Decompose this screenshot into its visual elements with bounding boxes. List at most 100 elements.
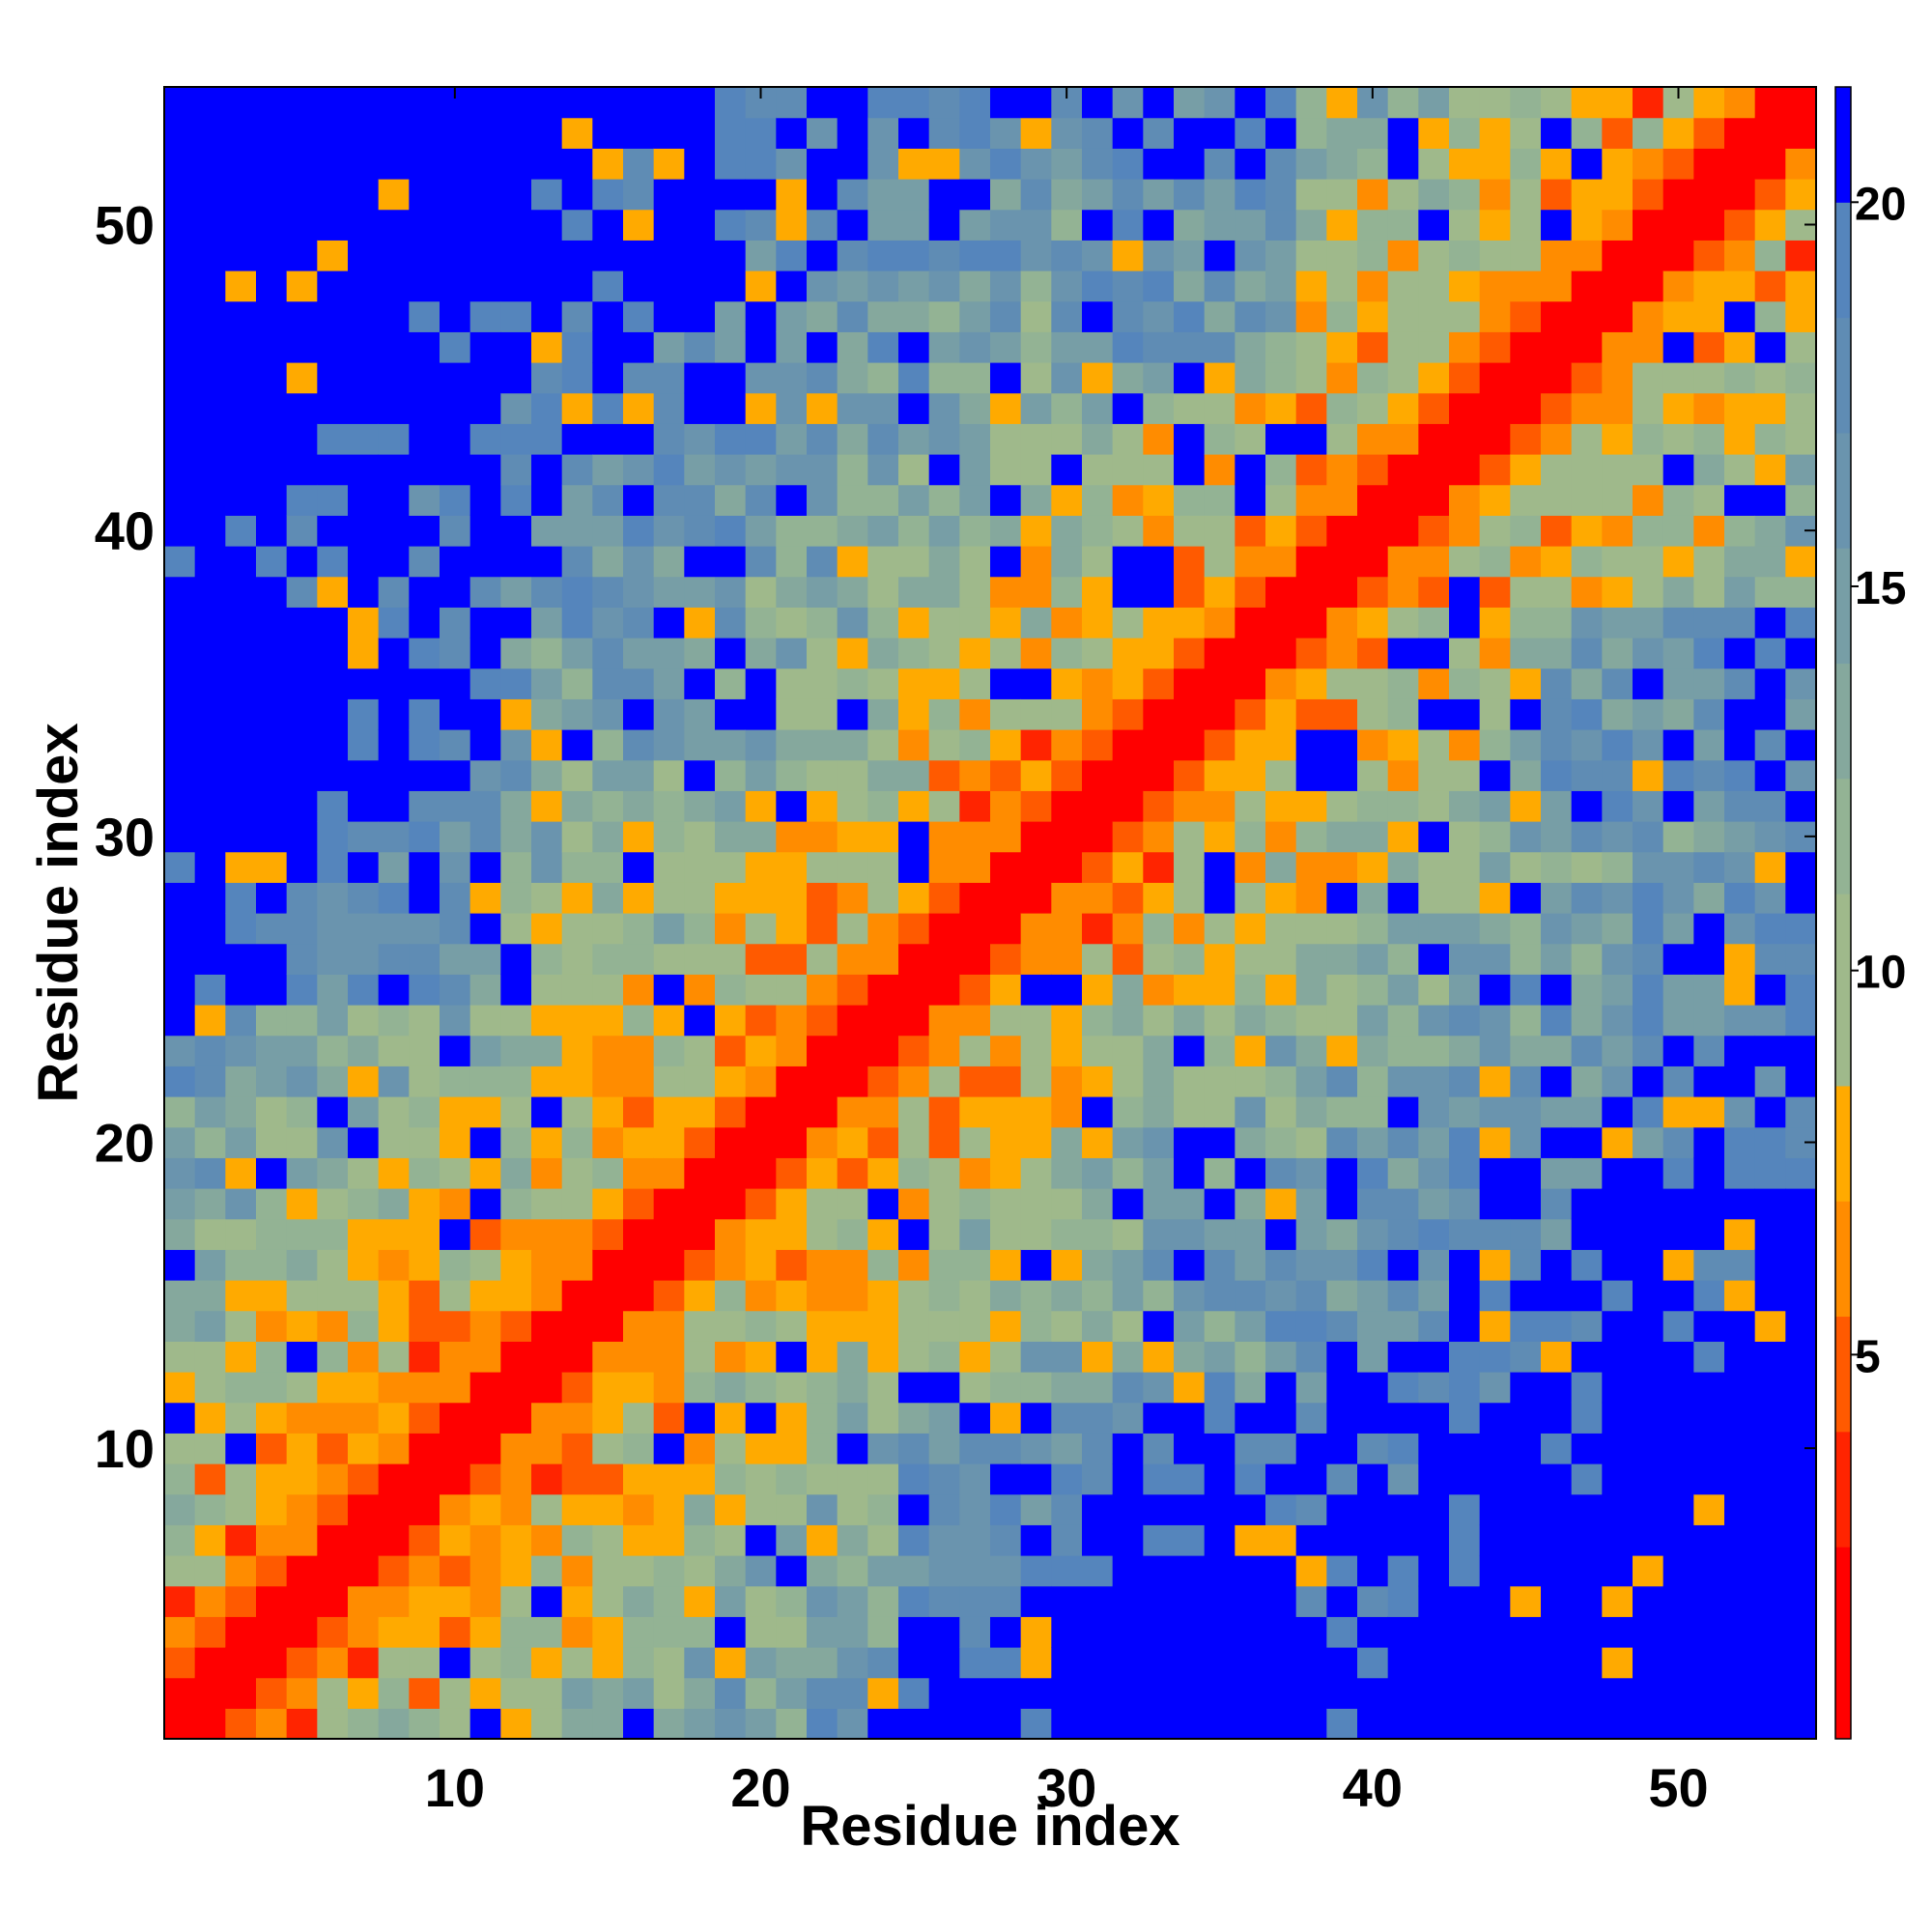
heatmap-cell: [225, 1005, 257, 1037]
heatmap-cell: [1693, 1310, 1725, 1342]
heatmap-cell: [837, 943, 868, 975]
heatmap-cell: [1235, 790, 1266, 822]
heatmap-cell: [1387, 576, 1419, 608]
heatmap-cell: [317, 1708, 349, 1740]
heatmap-cell: [867, 331, 899, 363]
heatmap-cell: [745, 1035, 777, 1066]
heatmap-cell: [348, 300, 380, 332]
heatmap-cell: [684, 148, 716, 180]
heatmap-cell: [1326, 1585, 1358, 1617]
heatmap-cell: [959, 1341, 991, 1373]
heatmap-cell: [1449, 1157, 1481, 1189]
heatmap-cell: [1602, 1555, 1634, 1587]
heatmap-cell: [776, 1372, 808, 1404]
heatmap-cell: [1785, 423, 1817, 455]
heatmap-cell: [1693, 974, 1725, 1006]
heatmap-cell: [348, 331, 380, 363]
heatmap-cell: [378, 1341, 410, 1373]
heatmap-cell: [469, 1065, 501, 1097]
heatmap-cell: [469, 851, 501, 883]
heatmap-cell: [1510, 1402, 1542, 1434]
heatmap-cell: [1449, 546, 1481, 578]
heatmap-cell: [378, 1524, 410, 1556]
heatmap-cell: [561, 1280, 593, 1312]
heatmap-cell: [531, 300, 563, 332]
heatmap-cell: [807, 1096, 838, 1128]
heatmap-cell: [807, 821, 838, 853]
heatmap-cell: [409, 1126, 440, 1158]
heatmap-cell: [1112, 300, 1144, 332]
heatmap-cell: [1510, 1524, 1542, 1556]
heatmap-cell: [745, 729, 777, 761]
heatmap-cell: [592, 454, 624, 486]
heatmap-cell: [194, 1555, 226, 1587]
heatmap-cell: [807, 729, 838, 761]
heatmap-cell: [1295, 668, 1327, 699]
heatmap-cell: [1082, 607, 1114, 639]
heatmap-cell: [561, 1402, 593, 1434]
heatmap-cell: [1633, 790, 1664, 822]
heatmap-cell: [1143, 179, 1175, 211]
heatmap-cell: [348, 913, 380, 945]
heatmap-cell: [653, 729, 685, 761]
heatmap-cell: [1724, 1157, 1756, 1189]
heatmap-cell: [1082, 148, 1114, 180]
heatmap-cell: [1785, 1616, 1817, 1648]
heatmap-cell: [776, 790, 808, 822]
heatmap-cell: [898, 1035, 930, 1066]
heatmap-cell: [561, 882, 593, 914]
heatmap-cell: [684, 851, 716, 883]
heatmap-cell: [561, 454, 593, 486]
heatmap-cell: [1051, 1280, 1083, 1312]
heatmap-cell: [1112, 454, 1144, 486]
heatmap-cell: [1235, 913, 1266, 945]
heatmap-cell: [440, 1585, 471, 1617]
heatmap-cell: [1510, 546, 1542, 578]
heatmap-cell: [1051, 882, 1083, 914]
heatmap-cell: [1112, 179, 1144, 211]
heatmap-cell: [440, 240, 471, 271]
heatmap-cell: [440, 882, 471, 914]
heatmap-cell: [1295, 179, 1327, 211]
heatmap-cell: [1082, 913, 1114, 945]
heatmap-cell: [1235, 1647, 1266, 1679]
heatmap-cell: [440, 1096, 471, 1128]
heatmap-cell: [1571, 209, 1603, 241]
heatmap-cell: [928, 1341, 960, 1373]
heatmap-cell: [469, 1005, 501, 1037]
heatmap-cell: [1785, 1372, 1817, 1404]
heatmap-cell: [623, 759, 655, 791]
heatmap-cell: [898, 1372, 930, 1404]
heatmap-cell: [867, 1616, 899, 1648]
heatmap-cell: [1693, 1647, 1725, 1679]
heatmap-cell: [1235, 454, 1266, 486]
heatmap-cell: [1051, 209, 1083, 241]
heatmap-cell: [1112, 668, 1144, 699]
heatmap-cell: [1204, 148, 1236, 180]
heatmap-cell: [928, 270, 960, 302]
heatmap-cell: [1265, 240, 1297, 271]
heatmap-cell: [409, 209, 440, 241]
heatmap-cell: [776, 1555, 808, 1587]
heatmap-cell: [1633, 148, 1664, 180]
heatmap-cell: [1510, 1677, 1542, 1709]
heatmap-cell: [1112, 1493, 1144, 1525]
heatmap-cell: [592, 1280, 624, 1312]
heatmap-cell: [1235, 1035, 1266, 1066]
heatmap-cell: [959, 821, 991, 853]
heatmap-cell: [1357, 729, 1389, 761]
heatmap-cell: [990, 1493, 1022, 1525]
heatmap-cell: [317, 1372, 349, 1404]
heatmap-cell: [807, 300, 838, 332]
x-axis: 10 20 30 40 50: [425, 87, 1709, 1818]
heatmap-cell: [440, 1341, 471, 1373]
heatmap-cell: [1602, 1188, 1634, 1220]
heatmap-cell: [1020, 331, 1052, 363]
heatmap-cell: [1235, 576, 1266, 608]
heatmap-cell: [286, 576, 318, 608]
y-tick-label: 30: [95, 807, 155, 867]
heatmap-cell: [684, 607, 716, 639]
heatmap-cell: [776, 546, 808, 578]
heatmap-cell: [592, 209, 624, 241]
